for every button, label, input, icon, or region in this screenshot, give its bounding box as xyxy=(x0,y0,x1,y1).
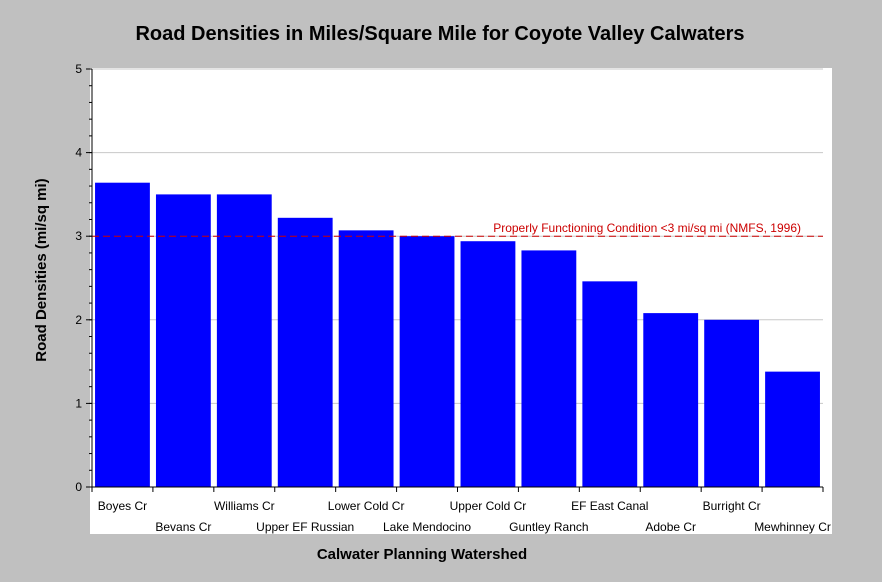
x-category-label: Burright Cr xyxy=(703,499,761,513)
bars xyxy=(95,182,820,488)
y-tick-label: 0 xyxy=(75,480,82,494)
x-category-label: Upper EF Russian xyxy=(256,520,354,534)
bar xyxy=(582,281,638,487)
bar xyxy=(704,319,760,487)
x-category-label: Guntley Ranch xyxy=(509,520,588,534)
bar xyxy=(399,236,455,487)
axes xyxy=(86,68,824,492)
x-category-label: Lake Mendocino xyxy=(383,520,471,534)
x-axis-label: Calwater Planning Watershed xyxy=(317,546,527,563)
x-category-label: EF East Canal xyxy=(571,499,648,513)
y-axis-label: Road Densities (mi/sq mi) xyxy=(33,178,50,361)
x-category-label: Adobe Cr xyxy=(645,520,696,534)
bar xyxy=(155,194,211,487)
reference-line-label: Properly Functioning Condition <3 mi/sq … xyxy=(493,221,801,235)
bar xyxy=(216,194,272,487)
reference-line-group: Properly Functioning Condition <3 mi/sq … xyxy=(92,221,823,237)
y-tick-label: 2 xyxy=(75,313,82,327)
bar xyxy=(277,217,333,488)
bar xyxy=(460,241,516,487)
y-tick-labels: 0 1 2 3 4 5 xyxy=(75,62,82,494)
x-category-label: Upper Cold Cr xyxy=(450,499,527,513)
x-category-label: Boyes Cr xyxy=(98,499,147,513)
x-category-label: Bevans Cr xyxy=(155,520,211,534)
y-tick-label: 4 xyxy=(75,146,82,160)
bar xyxy=(95,182,150,488)
x-category-label: Williams Cr xyxy=(214,499,275,513)
x-category-label: Mewhinney Cr xyxy=(754,520,831,534)
y-tick-label: 1 xyxy=(75,396,82,410)
bar xyxy=(643,313,699,487)
chart-title: Road Densities in Miles/Square Mile for … xyxy=(135,23,744,45)
bar xyxy=(338,230,394,487)
bar xyxy=(521,250,577,487)
y-tick-label: 5 xyxy=(75,62,82,76)
y-tick-label: 3 xyxy=(75,229,82,243)
x-category-label: Lower Cold Cr xyxy=(328,499,405,513)
bar xyxy=(765,371,820,487)
